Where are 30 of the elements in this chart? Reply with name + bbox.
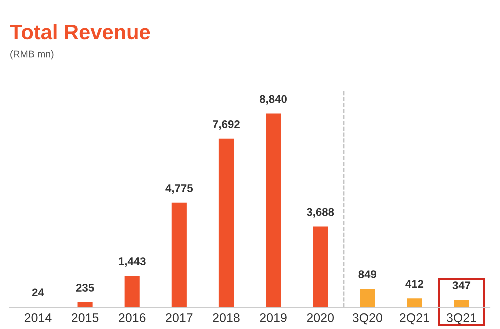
- data-label: 1,443: [119, 258, 146, 268]
- data-label: 412: [406, 280, 424, 288]
- bar: [218, 138, 234, 308]
- bar: [407, 298, 422, 308]
- data-label: 4,775: [166, 184, 194, 194]
- data-label: 849: [358, 270, 377, 278]
- bar: [360, 288, 376, 308]
- data-label: 347: [452, 282, 471, 290]
- bar: [454, 300, 470, 308]
- chart-subtitle: (RMB mn): [10, 50, 54, 60]
- x-tick-label: 2014: [24, 314, 52, 322]
- x-tick-label: 2018: [213, 314, 240, 322]
- data-label: 24: [32, 288, 44, 296]
- bar: [124, 276, 140, 308]
- bar: [266, 114, 282, 308]
- data-label: 7,692: [213, 120, 240, 130]
- x-tick-label: 2017: [166, 314, 193, 322]
- x-tick-label: 2016: [119, 314, 146, 322]
- x-tick-label: 2015: [72, 314, 99, 322]
- x-tick-label: 3Q21: [446, 314, 476, 325]
- chart-title: Total Revenue: [10, 24, 150, 40]
- x-tick-label: 2Q21: [400, 314, 430, 325]
- x-tick-label: 2020: [307, 314, 334, 322]
- data-label: 235: [76, 284, 94, 292]
- bar: [172, 202, 187, 308]
- x-tick-label: 2019: [260, 314, 287, 322]
- data-label: 3,688: [306, 208, 334, 218]
- data-label: 8,840: [260, 95, 287, 105]
- bar: [313, 226, 328, 308]
- x-tick-label: 3Q20: [352, 314, 382, 325]
